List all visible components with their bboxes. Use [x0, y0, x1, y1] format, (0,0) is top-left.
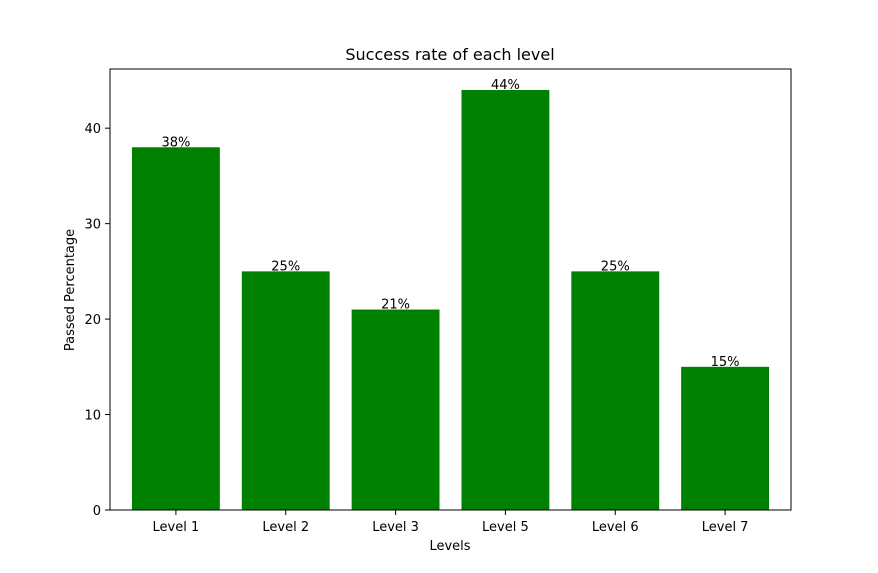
- x-tick-label: Level 2: [262, 520, 309, 535]
- bar-4: [461, 90, 550, 510]
- data-labels-group: 38% 25% 21% 44% 25% 15%: [161, 78, 739, 370]
- x-tick-label: Level 5: [482, 520, 529, 535]
- bar-6: [681, 366, 770, 510]
- x-tick-label: Level 3: [372, 520, 419, 535]
- y-tick-label: 0: [93, 504, 101, 519]
- bar-data-label: 25%: [271, 259, 300, 274]
- bar-data-label: 44%: [491, 78, 520, 93]
- bars-group: [131, 90, 770, 511]
- bar-data-label: 21%: [381, 298, 410, 313]
- y-axis-title: Passed Percentage: [63, 229, 78, 351]
- x-tick-label: Level 6: [592, 520, 639, 535]
- chart-title: Success rate of each level: [345, 45, 554, 64]
- x-axis-title: Levels: [429, 539, 470, 554]
- y-tick-label: 40: [84, 122, 101, 137]
- x-tick-label: Level 1: [153, 520, 200, 535]
- plot-area-frame: [109, 68, 792, 511]
- bar-data-label: 25%: [601, 259, 630, 274]
- x-axis: Level 1 Level 2 Level 3 Level 5 Level 6 Level…: [153, 510, 749, 535]
- bar-5: [571, 271, 660, 510]
- y-axis: 0 10 20 30 40: [84, 122, 110, 519]
- bar-3: [351, 309, 440, 510]
- x-tick-label: Level 7: [702, 520, 749, 535]
- y-tick-label: 20: [84, 313, 101, 328]
- bar-2: [241, 271, 330, 510]
- y-tick-label: 30: [84, 218, 101, 233]
- bar-data-label: 38%: [161, 135, 190, 150]
- bar-1: [131, 147, 220, 511]
- bar-data-label: 15%: [711, 355, 740, 370]
- y-tick-label: 10: [84, 409, 101, 424]
